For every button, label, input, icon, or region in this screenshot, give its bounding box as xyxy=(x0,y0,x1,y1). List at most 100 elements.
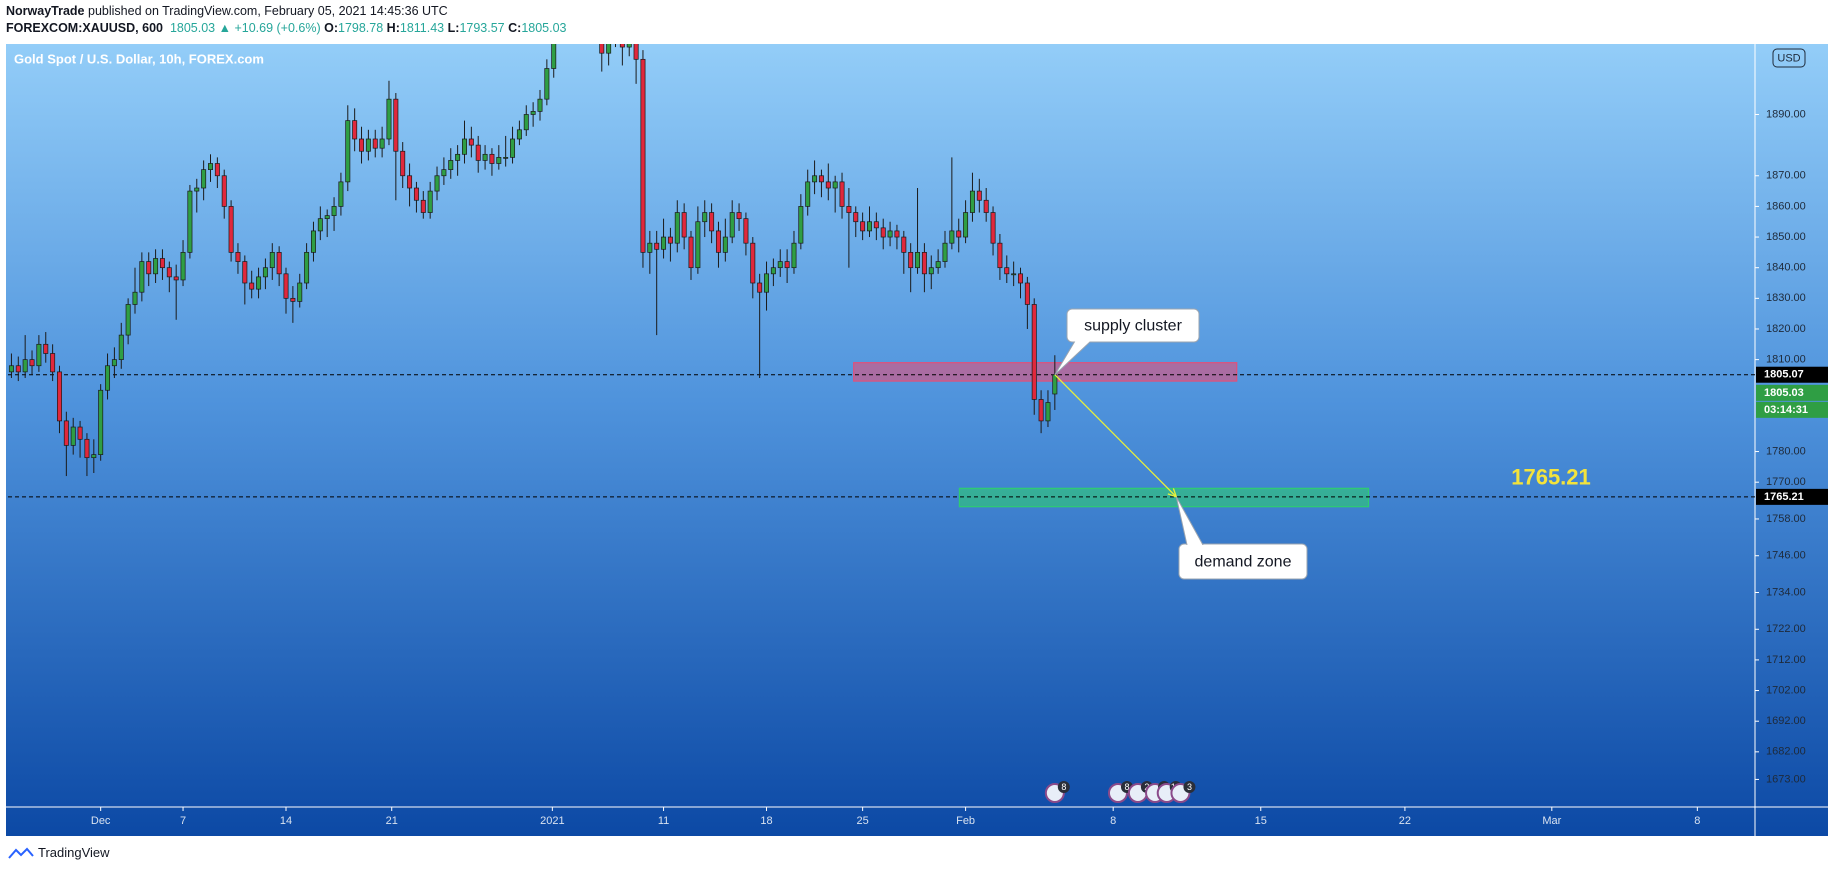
candle-body xyxy=(510,138,516,158)
candle-body xyxy=(91,454,97,459)
candle-body xyxy=(908,252,914,269)
candle-body xyxy=(1024,282,1030,305)
candle-body xyxy=(1031,304,1037,400)
candle-body xyxy=(352,120,358,140)
candle-body xyxy=(63,420,69,446)
x-tick-label: 7 xyxy=(180,815,186,827)
candle-body xyxy=(770,267,776,275)
y-tick-label: 1860.00 xyxy=(1766,200,1806,212)
plot xyxy=(8,0,1755,508)
candle-body xyxy=(990,212,996,244)
event-count: 8 xyxy=(1124,782,1129,792)
candle-body xyxy=(462,138,467,155)
candle-body xyxy=(427,190,433,213)
candle-body xyxy=(750,242,756,284)
candle-body xyxy=(544,68,550,100)
candle-body xyxy=(551,44,557,69)
candle-body xyxy=(70,426,76,446)
y-tick-label: 1682.00 xyxy=(1766,746,1806,758)
currency[interactable]: USD xyxy=(1777,52,1800,64)
y-tick-label: 1870.00 xyxy=(1766,170,1806,182)
callout-tail xyxy=(1175,496,1204,546)
candle-body xyxy=(873,221,879,229)
target-price: 1765.21 xyxy=(1511,465,1591,490)
candle-body xyxy=(805,181,811,207)
candle-body xyxy=(791,242,797,269)
candle-body xyxy=(853,212,859,223)
candle-body xyxy=(976,190,982,201)
callout-tail xyxy=(1054,340,1092,376)
candle-body xyxy=(359,138,364,152)
header-line: NorwayTrade published on TradingView.com… xyxy=(6,3,567,20)
candle-body xyxy=(1018,273,1023,284)
y-tick-label: 1820.00 xyxy=(1766,323,1806,335)
candle-body xyxy=(15,365,21,373)
last-price-bg xyxy=(1756,384,1828,401)
event-badge xyxy=(1057,781,1070,793)
ohlc-value: 1798.78 xyxy=(338,21,384,35)
y-tick-label: 1673.00 xyxy=(1766,773,1806,785)
candle-body xyxy=(448,160,454,170)
ohlc-value: 1811.43 xyxy=(399,21,445,35)
candle-body xyxy=(43,343,49,354)
candle-body xyxy=(455,153,461,161)
candle-body xyxy=(681,212,687,238)
candle-body xyxy=(674,212,680,244)
candle-body xyxy=(29,359,35,367)
callout-cover xyxy=(1186,545,1204,548)
candle-body xyxy=(482,153,488,161)
candle-body xyxy=(537,98,543,112)
candle-body xyxy=(386,98,392,140)
ohlc-label: H: xyxy=(386,21,400,35)
candle-body xyxy=(434,175,440,192)
price-label-bg xyxy=(1756,366,1828,383)
candle-body xyxy=(626,44,632,48)
candle-body xyxy=(867,221,872,232)
candle-body xyxy=(516,129,522,140)
candle-body xyxy=(832,181,838,189)
candle-body xyxy=(757,282,763,293)
candle-body xyxy=(146,261,152,275)
candle-body xyxy=(331,206,337,216)
candle-body xyxy=(420,199,426,213)
candle-body xyxy=(921,252,927,275)
candle-body xyxy=(1052,374,1058,395)
candle-body xyxy=(125,304,131,336)
candle-body xyxy=(565,0,569,7)
y-tick-label: 1840.00 xyxy=(1766,262,1806,274)
candle-body xyxy=(695,221,701,269)
candle-body xyxy=(221,175,227,207)
candle-body xyxy=(997,242,1003,269)
candle-body xyxy=(846,206,852,213)
candle-body xyxy=(606,44,612,54)
change: ▲ +10.69 (+0.6%) xyxy=(218,21,321,35)
candle-body xyxy=(242,261,248,284)
candle-body xyxy=(365,138,371,152)
callout: supply cluster xyxy=(1054,308,1200,376)
candle-body xyxy=(235,252,241,262)
callout-cover xyxy=(1074,339,1092,342)
x-tick-label: 11 xyxy=(658,815,669,827)
candle-body xyxy=(709,212,715,232)
candle-body xyxy=(558,7,562,22)
x-tick-label: 14 xyxy=(280,815,292,827)
candle-body xyxy=(647,242,653,253)
candle-body xyxy=(283,273,289,299)
candle-body xyxy=(304,252,310,284)
x-tick-label: 8 xyxy=(1110,815,1116,827)
candle-body xyxy=(105,365,111,391)
candle-body xyxy=(798,206,804,244)
candle-body xyxy=(818,175,824,183)
candle-body xyxy=(194,187,200,192)
candle-body xyxy=(84,438,90,459)
currency-button[interactable] xyxy=(1772,48,1806,68)
candle-body xyxy=(228,206,234,253)
chart-title: Gold Spot / U.S. Dollar, 10h, FOREX.com xyxy=(14,51,264,66)
candle-body xyxy=(208,163,213,170)
candle-body xyxy=(489,153,495,164)
candle-body xyxy=(372,138,378,149)
candle-body xyxy=(407,175,413,189)
candle-body xyxy=(860,221,866,232)
y-tick-label: 1810.00 xyxy=(1766,354,1806,366)
candle-body xyxy=(1004,267,1010,275)
